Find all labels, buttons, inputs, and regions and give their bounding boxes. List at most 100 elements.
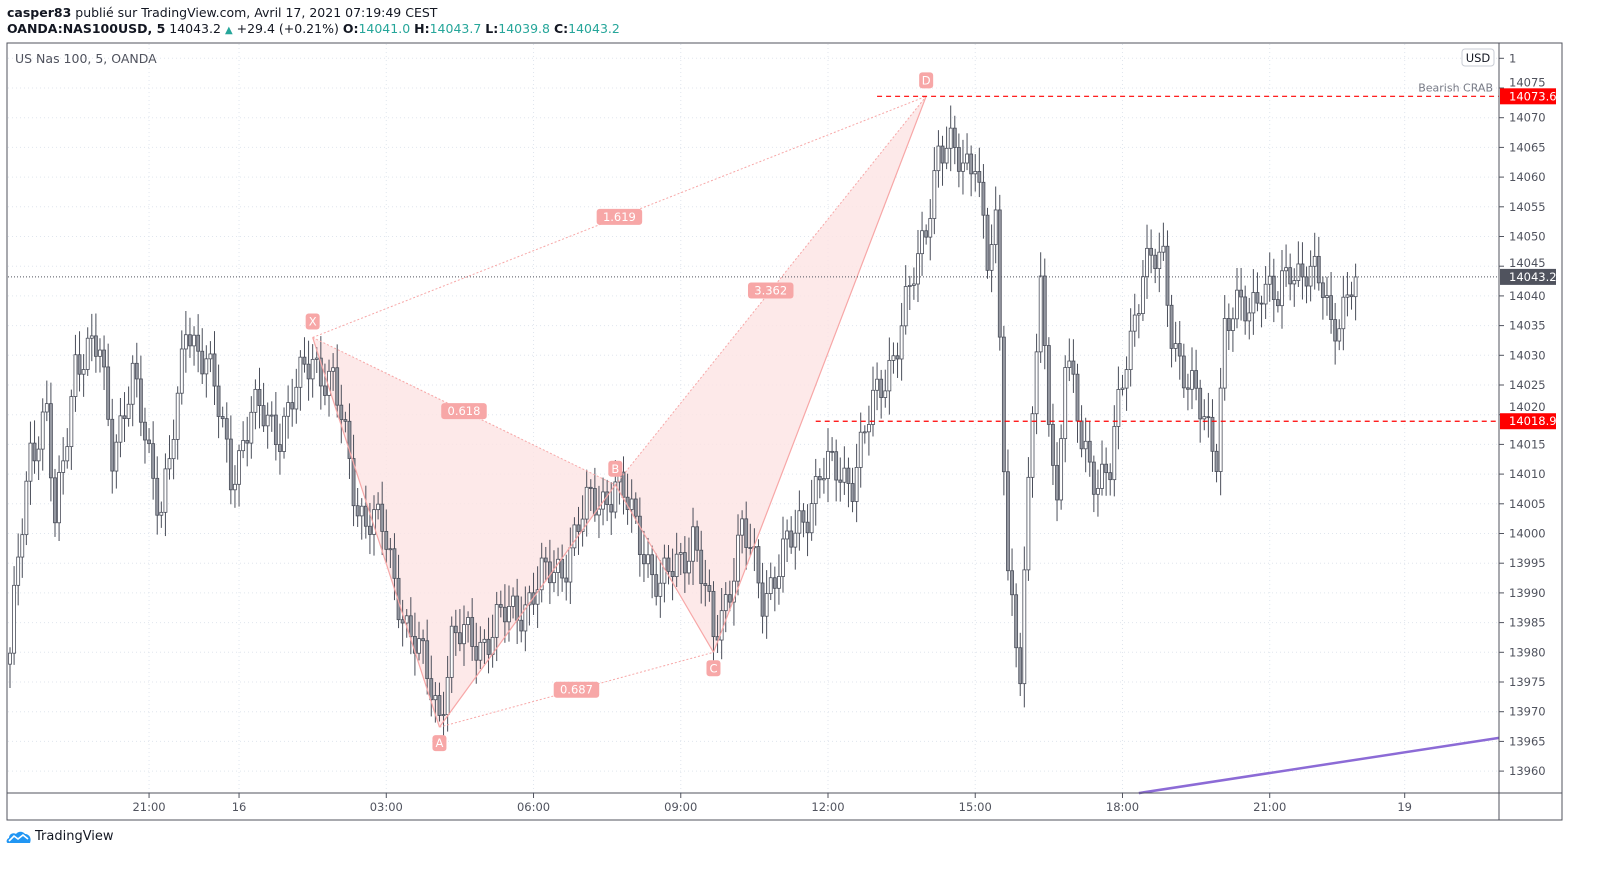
candle-up — [1141, 276, 1145, 314]
candle-up — [1161, 245, 1166, 253]
candle-down — [924, 230, 929, 238]
candle-down — [772, 577, 777, 589]
candle-up — [61, 460, 66, 473]
candle-down — [151, 443, 156, 479]
ratio-badge — [747, 282, 794, 299]
candle-up — [687, 560, 691, 574]
candle-down — [699, 549, 704, 584]
candle-up — [1222, 318, 1227, 389]
pattern-leg-BC[interactable] — [614, 484, 714, 653]
candle-down — [474, 646, 479, 661]
candle-up — [359, 505, 364, 517]
candle-down — [1153, 254, 1158, 270]
candle-up — [331, 367, 336, 372]
candle-up — [1132, 314, 1137, 332]
candle-up — [445, 676, 450, 716]
candle-up — [936, 145, 941, 172]
candle-down — [711, 590, 716, 638]
candle-up — [494, 604, 499, 638]
trend-line[interactable] — [1138, 736, 1500, 795]
candle-down — [290, 402, 295, 410]
time-axis[interactable]: 21:00 16 03:00 06:00 09:00 12:00 15:00 18:00 21:… — [132, 793, 1412, 814]
candle-down — [850, 483, 855, 502]
candle-down — [302, 356, 307, 365]
candle-up — [871, 389, 875, 425]
price-tick-label: 14075 — [1509, 75, 1546, 89]
price-tick-label: 14065 — [1509, 140, 1546, 154]
currency-badge[interactable]: USD — [1461, 48, 1495, 67]
time-tick-label: 12:00 — [811, 800, 844, 814]
candle-down — [588, 486, 593, 489]
candle-down — [1320, 282, 1325, 298]
candle-up — [1267, 275, 1272, 285]
candle-up — [1030, 413, 1035, 478]
candle-up — [269, 414, 274, 417]
candle-up — [1341, 296, 1346, 330]
time-tick-label: 16 — [232, 800, 247, 814]
pattern-point-X: X — [309, 314, 317, 328]
candles — [8, 105, 1358, 739]
candle-down — [609, 504, 614, 513]
last-price: 14043.2 — [169, 21, 221, 36]
candle-up — [417, 638, 421, 654]
candle-down — [323, 385, 327, 396]
candle-down — [789, 530, 794, 548]
candle-down — [1243, 296, 1248, 322]
pattern-leg-CD[interactable] — [712, 96, 927, 653]
candle-up — [1083, 440, 1088, 450]
candle-up — [1112, 426, 1117, 481]
last-price-label: 14043.2 — [1509, 270, 1557, 284]
price-label-badge — [1500, 88, 1556, 105]
candle-down — [261, 405, 266, 427]
candle-up — [597, 508, 601, 516]
price-tick-label: 13965 — [1509, 734, 1546, 748]
candle-down — [1214, 450, 1219, 472]
price-axis[interactable]: 13960 13965 13970 13975 13980 13985 13990 13995… — [1499, 51, 1557, 778]
candle-up — [584, 486, 589, 520]
ratio-line-AC[interactable] — [439, 651, 714, 728]
candle-up — [813, 476, 818, 505]
pattern-leg-AB[interactable] — [438, 484, 616, 728]
candle-down — [543, 557, 548, 563]
candle-down — [547, 561, 552, 584]
price-tick-label: 13975 — [1509, 675, 1546, 689]
candle-down — [1010, 570, 1014, 596]
tradingview-logo[interactable]: TradingView — [6, 829, 114, 844]
candle-down — [502, 606, 507, 623]
candle-up — [433, 695, 438, 701]
candle-up — [69, 396, 74, 448]
ratio-badge — [596, 208, 643, 225]
candle-up — [466, 617, 470, 626]
pattern-point-badge — [608, 460, 623, 477]
candle-down — [805, 521, 810, 534]
candle-down — [1018, 647, 1023, 685]
drawings[interactable]: 0.618 0.687 3.362 1.619 X A B C D Bearish CRAB — [8, 72, 1500, 795]
candle-up — [572, 524, 577, 549]
price-tick-label: 13970 — [1509, 705, 1546, 719]
candle-down — [817, 476, 822, 481]
candle-up — [842, 467, 847, 483]
candle-up — [944, 147, 949, 164]
candle-up — [691, 526, 695, 562]
candle-up — [928, 218, 933, 238]
candle-up — [1173, 343, 1178, 349]
pattern-name-label: Bearish CRAB — [1418, 81, 1493, 94]
ratio-label: 0.618 — [448, 404, 481, 418]
candle-down — [1181, 355, 1186, 389]
candle-down — [408, 615, 413, 637]
candle-up — [167, 458, 172, 470]
candle-up — [777, 576, 781, 589]
candle-up — [241, 440, 246, 452]
candle-down — [1087, 440, 1092, 463]
pattern-leg-XA[interactable] — [312, 337, 441, 728]
candle-down — [952, 127, 957, 148]
candle-up — [552, 572, 556, 584]
candle-up — [932, 170, 937, 219]
candle-down — [396, 577, 401, 621]
pattern-point-B: B — [611, 462, 619, 476]
candle-down — [429, 678, 434, 701]
candle-up — [208, 353, 213, 360]
candle-down — [1329, 295, 1333, 320]
candle-down — [188, 334, 192, 347]
